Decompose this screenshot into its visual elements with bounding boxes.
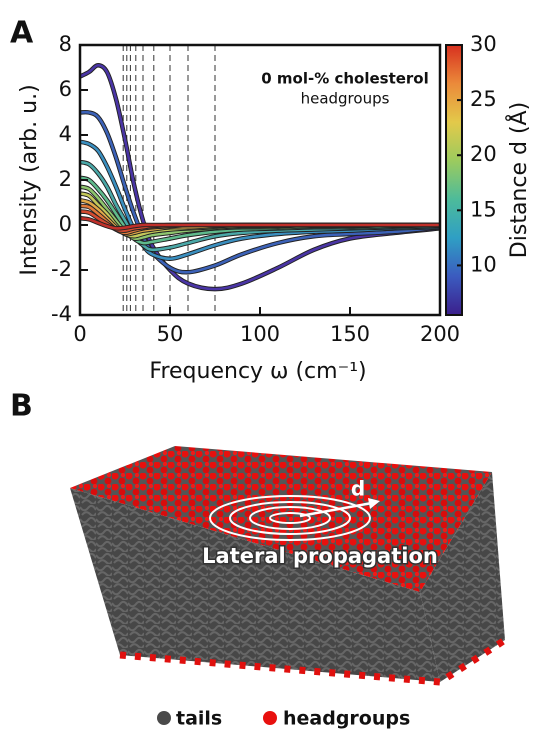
panel-label: B xyxy=(10,389,33,424)
colorbar-tick-label: 10 xyxy=(470,252,497,276)
x-tick-label: 150 xyxy=(330,322,370,346)
x-tick-label: 50 xyxy=(157,322,184,346)
membrane xyxy=(70,446,507,686)
y-tick-label: 2 xyxy=(59,167,72,191)
y-tick-label: 8 xyxy=(59,32,72,56)
legend-swatch xyxy=(263,711,277,725)
legend-swatch xyxy=(157,711,171,725)
caption: Lateral propagation xyxy=(202,544,438,568)
arrow-label: d xyxy=(351,477,365,501)
y-tick-label: 4 xyxy=(59,122,72,146)
annotation: 0 mol-% cholesterol xyxy=(261,70,429,88)
x-tick-label: 100 xyxy=(240,322,280,346)
curve xyxy=(80,110,440,274)
colorbar-title: Distance d (Å) xyxy=(505,102,532,258)
y-axis-title: Intensity (arb. u.) xyxy=(17,84,42,275)
annotation: headgroups xyxy=(301,90,390,108)
plot-area xyxy=(80,45,440,315)
x-axis-title: Frequency ω (cm⁻¹) xyxy=(149,359,366,384)
colorbar-tick-label: 15 xyxy=(470,197,497,221)
y-tick-label: 0 xyxy=(59,212,72,236)
colorbar xyxy=(445,44,463,316)
curve xyxy=(80,216,440,230)
y-tick-label: -4 xyxy=(51,302,72,326)
x-tick-label: 0 xyxy=(73,322,86,346)
x-tick-label: 200 xyxy=(420,322,460,346)
y-tick-label: -2 xyxy=(51,257,72,281)
panel-label: A xyxy=(10,16,34,51)
legend-label: headgroups xyxy=(283,708,410,730)
colorbar-tick-label: 20 xyxy=(470,142,497,166)
colorbar-tick-label: 25 xyxy=(470,87,497,111)
legend-label: tails xyxy=(176,708,222,730)
colorbar-tick-label: 30 xyxy=(470,32,497,56)
y-tick-label: 6 xyxy=(59,77,72,101)
